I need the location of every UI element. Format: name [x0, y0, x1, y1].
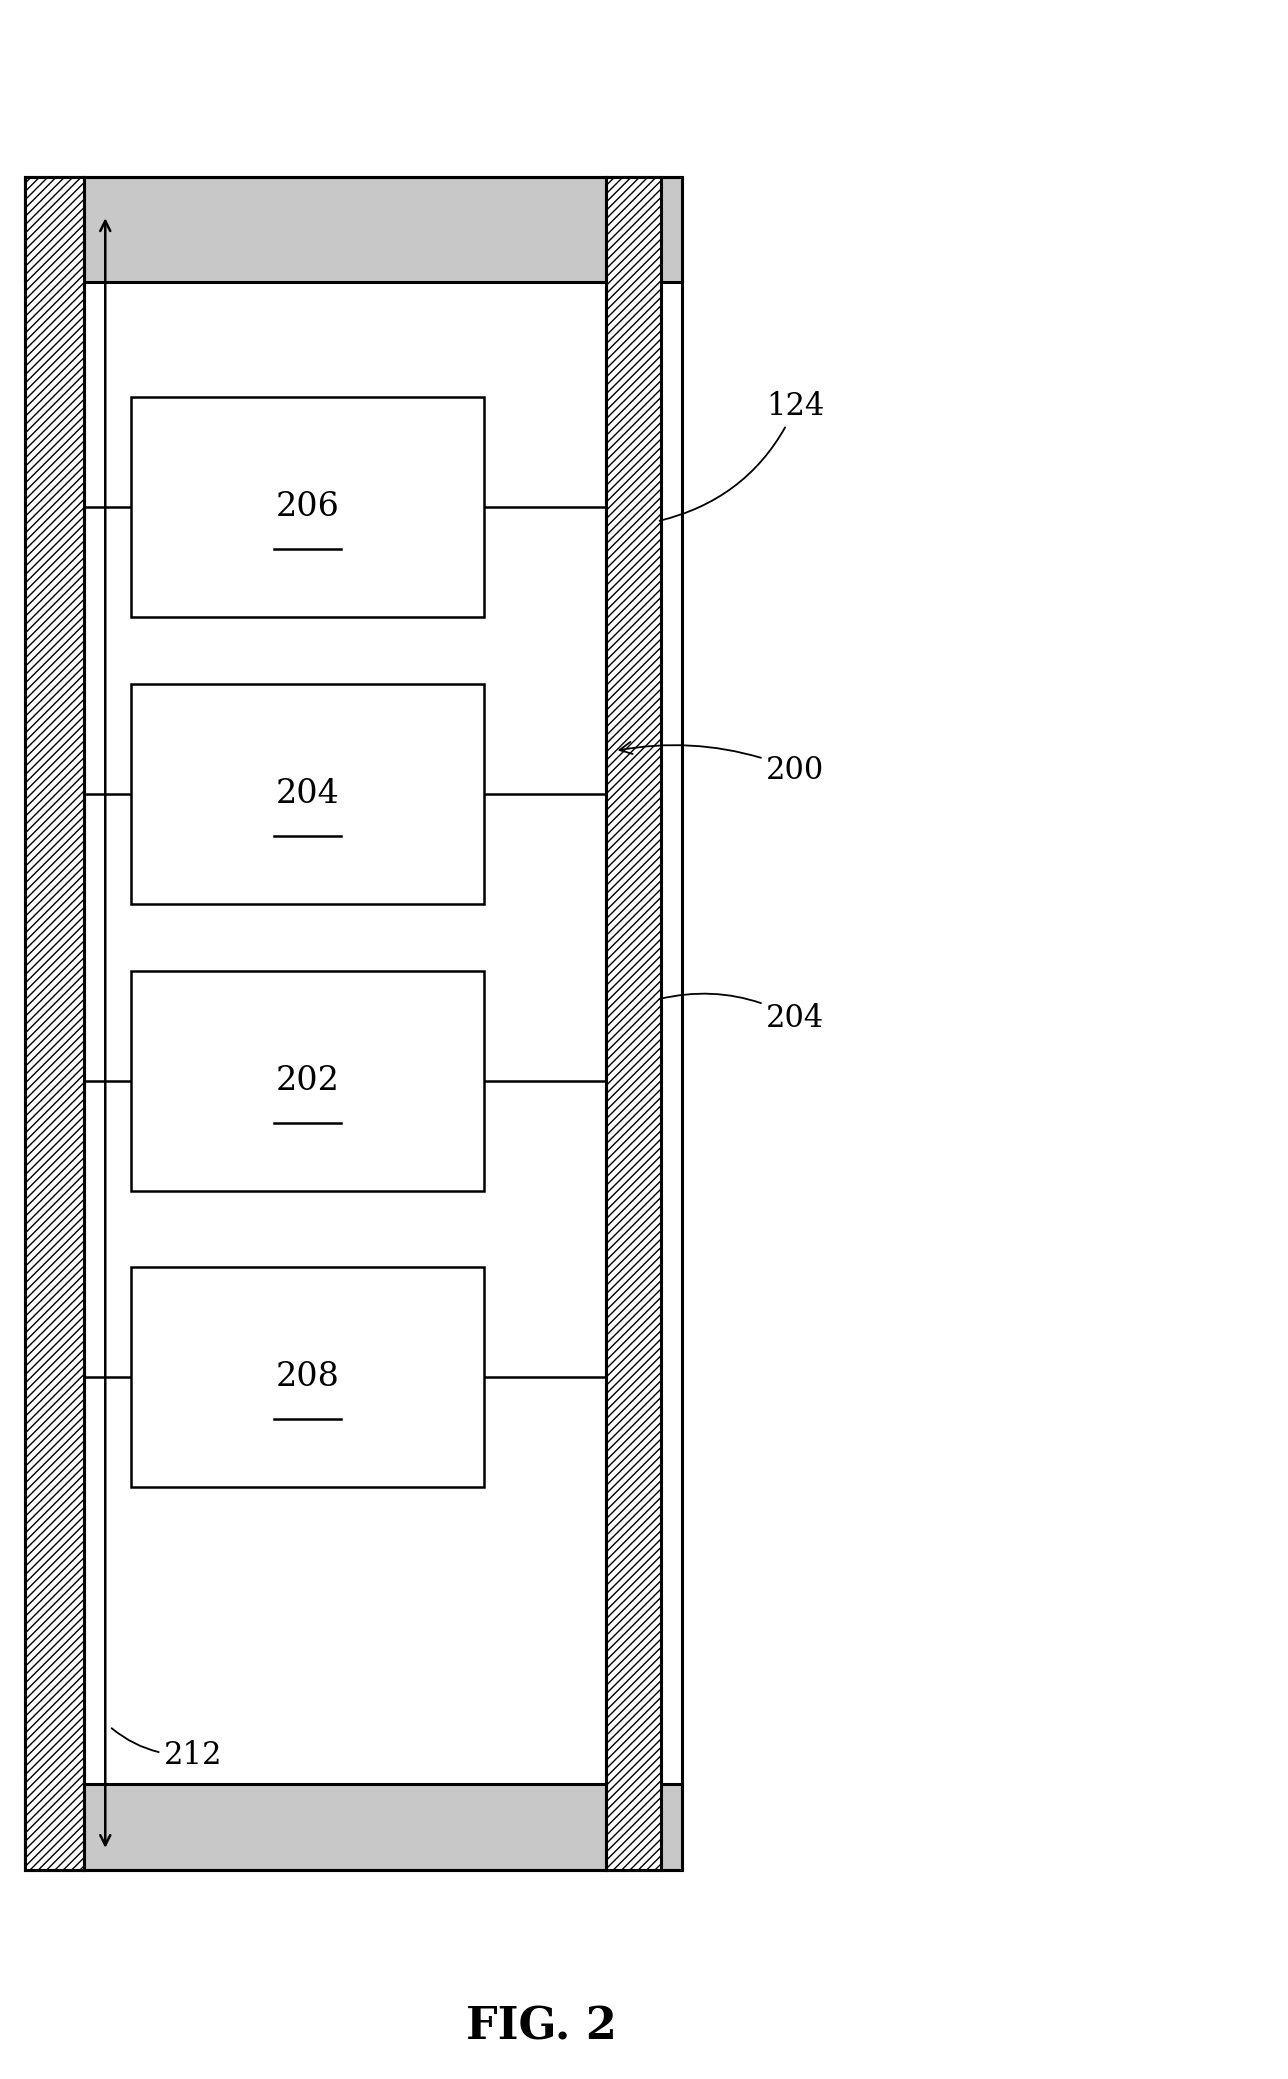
- Bar: [26, 177, 683, 1869]
- Bar: [130, 397, 484, 617]
- Text: 204: 204: [659, 994, 824, 1033]
- Text: 202: 202: [276, 1064, 339, 1098]
- Bar: [130, 971, 484, 1191]
- Text: 208: 208: [276, 1362, 339, 1393]
- Text: 204: 204: [276, 778, 339, 811]
- Bar: [607, 177, 661, 1869]
- Bar: [130, 1268, 484, 1486]
- Text: FIG. 2: FIG. 2: [465, 2006, 617, 2048]
- Text: 206: 206: [276, 491, 339, 524]
- Bar: [26, 177, 84, 1869]
- Text: 212: 212: [112, 1728, 223, 1771]
- Bar: [26, 1784, 683, 1869]
- Text: 124: 124: [659, 391, 824, 520]
- Bar: [130, 684, 484, 904]
- Bar: [26, 177, 683, 283]
- Text: 200: 200: [620, 742, 824, 786]
